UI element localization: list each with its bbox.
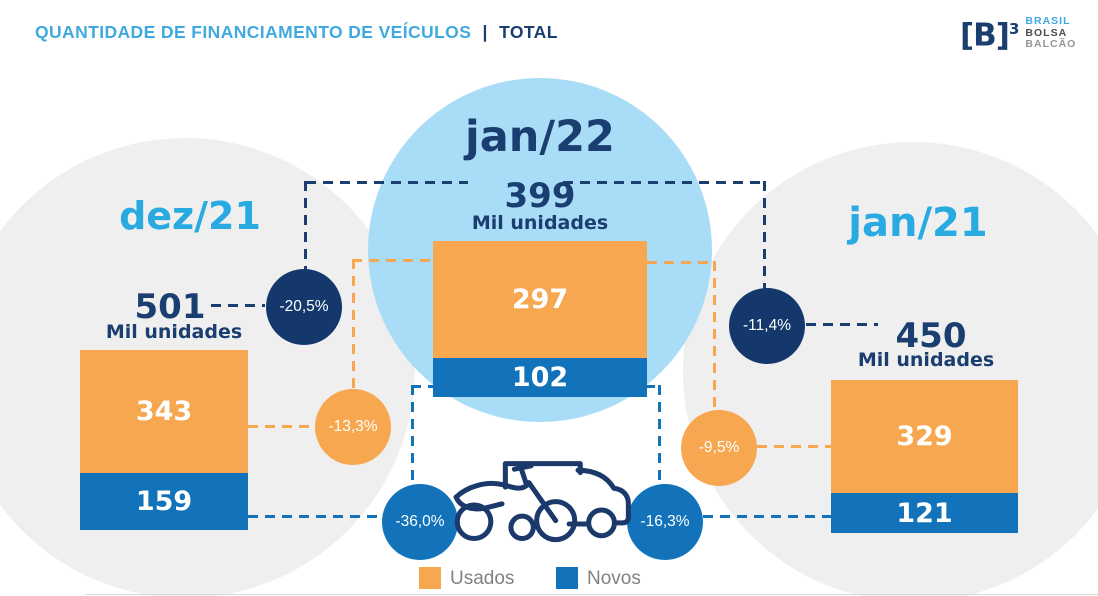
total-jan21: 450 — [895, 316, 967, 356]
vehicles-icon — [453, 461, 631, 543]
car-front-wheel — [586, 507, 617, 539]
connector-orange-top-right — [647, 261, 715, 264]
b3-logo-bracket-b: [B] — [960, 17, 1010, 54]
badge-novos-jan21: -16,3% — [627, 484, 703, 560]
bar-jan21-usados-segment: 329 — [831, 380, 1018, 493]
month-label-jan21: jan/21 — [848, 200, 988, 246]
total-unit-jan21: Mil unidades — [857, 349, 995, 371]
connector-badge-to-450 — [806, 323, 878, 326]
bike-front-wheel — [534, 499, 578, 543]
connector-blue-top-right — [645, 385, 662, 388]
connector-orange-vertical-left — [352, 259, 355, 390]
b3-logo-balcao: BALCÃO — [1025, 38, 1077, 50]
connector-blue-top-left — [411, 385, 434, 388]
connector-orange-top-left — [352, 259, 434, 262]
bar-dez21-usados-value: 343 — [135, 396, 193, 427]
bike-body-bottom — [453, 494, 505, 512]
bar-dez21-novos-segment: 159 — [80, 473, 248, 530]
bar-dez21-novos-value: 159 — [135, 486, 193, 517]
connector-blue-vertical-left — [411, 385, 414, 485]
bar-jan21-novos-segment: 121 — [831, 493, 1018, 533]
connector-bar-dez21-to-orange-badge — [248, 425, 315, 428]
b3-logo-mark: [B]3 — [960, 12, 1019, 54]
legend-usados-label: Usados — [450, 568, 515, 589]
b3-logo-text: BRASIL BOLSA BALCÃO — [1025, 15, 1077, 51]
bar-jan22-usados-value: 297 — [511, 284, 569, 315]
connector-top-navy-left — [306, 181, 468, 184]
b3-logo-superscript-3: 3 — [1008, 20, 1019, 38]
title-main: QUANTIDADE DE FINANCIAMENTO DE VEÍCULOS — [35, 22, 472, 42]
b3-logo-bolsa: BOLSA — [1025, 26, 1068, 39]
connector-navy-vertical-jan21 — [763, 181, 766, 289]
connector-orange-badge-to-bar-jan21 — [757, 445, 832, 448]
badge-total-jan21: -11,4% — [729, 288, 805, 364]
page-title: QUANTIDADE DE FINANCIAMENTO DE VEÍCULOS … — [35, 22, 558, 43]
total-unit-jan22: Mil unidades — [471, 212, 609, 234]
bike-fork — [526, 480, 559, 524]
title-total: TOTAL — [499, 22, 558, 42]
bar-jan21-usados-value: 329 — [896, 421, 953, 452]
bar-jan22: 297 102 — [433, 241, 647, 397]
bar-jan22-novos-segment: 102 — [433, 358, 647, 397]
badge-usados-dez21: -13,3% — [315, 389, 391, 465]
connector-blue-badge-to-bar-jan21 — [703, 515, 831, 518]
b3-logo: [B]3 BRASIL BOLSA BALCÃO — [960, 12, 1076, 52]
bar-jan21-novos-value: 121 — [896, 497, 953, 529]
connector-orange-vertical-right — [713, 261, 716, 411]
bar-jan21: 329 121 — [831, 380, 1018, 533]
bar-jan22-novos-value: 102 — [511, 362, 569, 393]
badge-novos-dez21: -36,0% — [382, 484, 458, 560]
month-label-jan22: jan/22 — [465, 112, 615, 162]
car-rear-wheel — [508, 513, 536, 542]
bottom-divider — [85, 594, 1098, 595]
connector-navy-vertical-dez21 — [304, 181, 307, 271]
bike-handlebar-stem — [518, 465, 530, 488]
car-body-outline — [575, 467, 631, 526]
bike-handlebar — [511, 463, 534, 472]
bar-dez21-usados-segment: 343 — [80, 350, 248, 473]
title-divider: | — [482, 22, 488, 42]
legend-novos-swatch — [556, 567, 578, 589]
connector-top-navy-right — [563, 181, 766, 184]
bar-jan22-usados-segment: 297 — [433, 241, 647, 358]
total-unit-dez21: Mil unidades — [105, 321, 243, 343]
legend-usados-swatch — [419, 567, 441, 589]
total-dez21: 501 — [134, 287, 206, 327]
badge-usados-jan21: -9,5% — [681, 410, 757, 486]
month-label-dez21: dez/21 — [119, 194, 261, 238]
bike-body-top — [453, 480, 532, 500]
connector-501-to-badge — [211, 304, 265, 307]
b3-logo-brasil: BRASIL — [1025, 15, 1071, 27]
bike-rear-wheel — [454, 502, 494, 542]
badge-total-dez21: -20,5% — [266, 269, 342, 345]
legend-novos-label: Novos — [587, 568, 641, 589]
bar-dez21: 343 159 — [80, 350, 248, 530]
connector-bar-dez21-to-blue-badge — [248, 515, 382, 518]
connector-blue-vertical-right — [658, 385, 661, 485]
